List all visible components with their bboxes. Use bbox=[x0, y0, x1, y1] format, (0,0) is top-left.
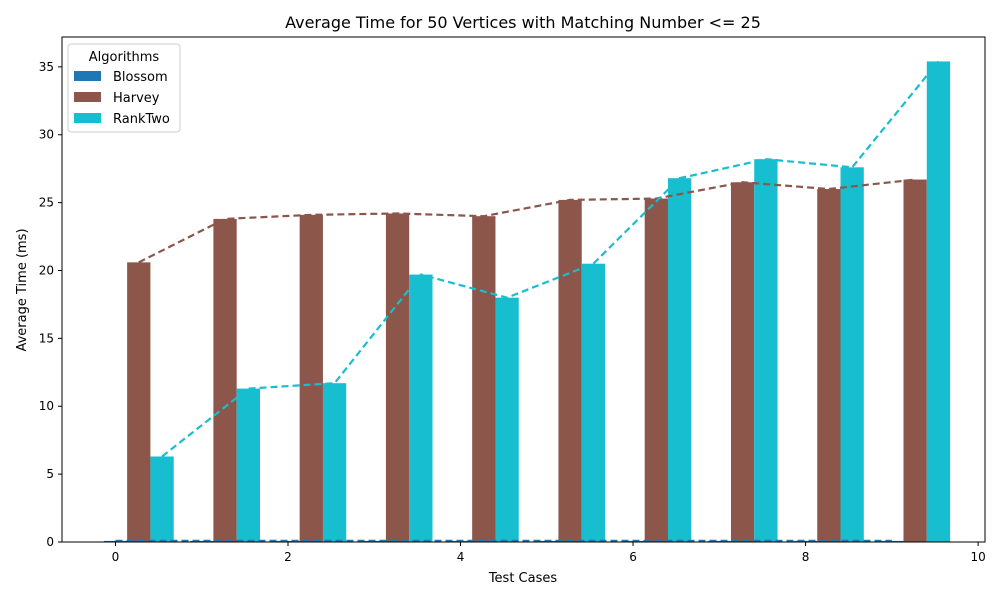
y-tick-label: 20 bbox=[39, 263, 54, 277]
y-tick-label: 25 bbox=[39, 196, 54, 210]
x-tick-label: 6 bbox=[629, 550, 637, 564]
legend-swatch-ranktwo bbox=[74, 113, 101, 123]
legend-title: Algorithms bbox=[89, 50, 160, 65]
x-tick-label: 2 bbox=[284, 550, 292, 564]
plot-frame bbox=[61, 36, 986, 543]
bar-harvey-7 bbox=[730, 182, 755, 542]
bar-ranktwo-5 bbox=[581, 263, 606, 542]
bar-ranktwo-9 bbox=[926, 61, 951, 542]
x-tick-label: 4 bbox=[457, 550, 465, 564]
bar-ranktwo-6 bbox=[667, 178, 692, 542]
x-tick-label: 10 bbox=[970, 550, 985, 564]
bar-blossom-8 bbox=[793, 540, 818, 542]
x-tick-label: 0 bbox=[112, 550, 120, 564]
bar-harvey-4 bbox=[472, 216, 496, 542]
chart-title: Average Time for 50 Vertices with Matchi… bbox=[285, 13, 761, 32]
bar-harvey-8 bbox=[817, 189, 841, 543]
legend: Algorithms Blossom Harvey RankTwo bbox=[67, 43, 181, 133]
lines-layer bbox=[115, 60, 940, 543]
bar-harvey-1 bbox=[213, 218, 237, 542]
legend-swatch-harvey bbox=[74, 92, 101, 102]
bar-ranktwo-8 bbox=[840, 167, 864, 542]
legend-label-ranktwo: RankTwo bbox=[113, 112, 170, 127]
bar-ranktwo-2 bbox=[322, 383, 347, 542]
bar-harvey-5 bbox=[558, 199, 582, 542]
trend-line-ranktwo bbox=[161, 60, 940, 458]
y-tick-label: 10 bbox=[39, 399, 54, 413]
bar-harvey-9 bbox=[903, 179, 927, 543]
y-tick-label: 30 bbox=[39, 128, 54, 142]
legend-box bbox=[67, 43, 181, 133]
x-axis-ticks: 0 2 4 6 8 10 bbox=[112, 542, 986, 564]
bar-blossom-1 bbox=[190, 540, 214, 542]
bar-harvey-0 bbox=[127, 262, 151, 542]
bar-harvey-6 bbox=[644, 198, 668, 543]
bar-blossom-2 bbox=[276, 540, 300, 542]
bar-ranktwo-7 bbox=[754, 159, 778, 542]
bar-ranktwo-3 bbox=[409, 274, 433, 542]
bar-ranktwo-0 bbox=[150, 456, 174, 542]
bar-ranktwo-4 bbox=[495, 297, 519, 542]
legend-label-blossom: Blossom bbox=[113, 70, 168, 85]
bar-harvey-3 bbox=[385, 213, 410, 543]
y-tick-label: 35 bbox=[39, 60, 54, 74]
bar-blossom-7 bbox=[707, 540, 731, 542]
x-tick-label: 8 bbox=[802, 550, 810, 564]
bar-harvey-2 bbox=[299, 214, 323, 542]
legend-swatch-blossom bbox=[74, 71, 101, 81]
y-tick-label: 0 bbox=[46, 535, 54, 549]
y-axis-ticks: 0 5 10 15 20 25 30 35 bbox=[39, 60, 62, 549]
y-tick-label: 15 bbox=[39, 331, 54, 345]
x-axis-label: Test Cases bbox=[488, 571, 558, 586]
legend-label-harvey: Harvey bbox=[113, 91, 160, 106]
trend-line-harvey bbox=[138, 178, 916, 264]
bars-layer bbox=[103, 61, 951, 543]
y-tick-label: 5 bbox=[46, 467, 54, 481]
legend-items: Blossom Harvey RankTwo bbox=[74, 70, 170, 127]
y-axis-label: Average Time (ms) bbox=[15, 228, 30, 351]
bar-ranktwo-1 bbox=[236, 388, 260, 542]
